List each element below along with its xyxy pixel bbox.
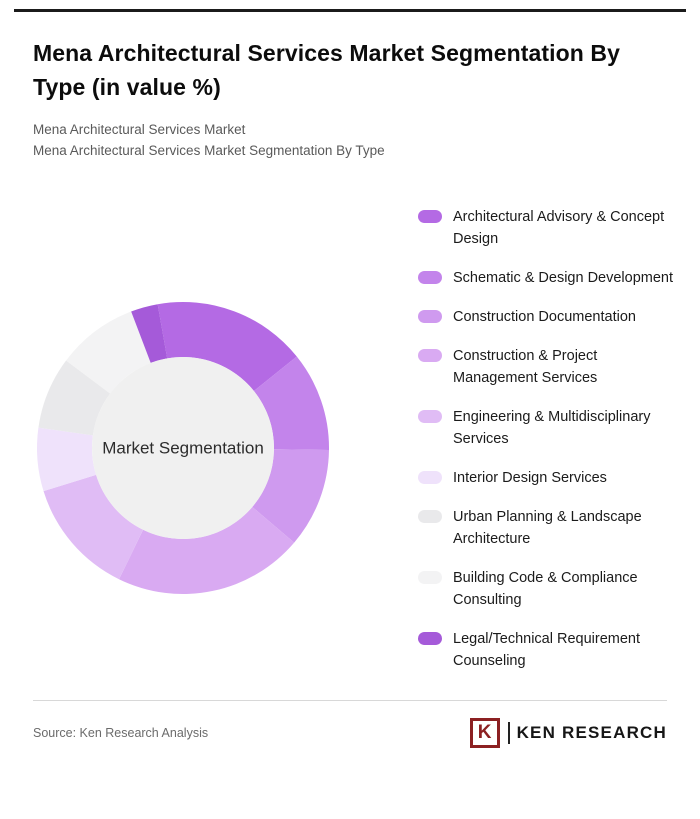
legend-item-label: Building Code & Compliance Consulting <box>453 569 638 608</box>
footer-divider <box>33 699 667 701</box>
legend-swatch <box>418 209 442 223</box>
donut-center-label: Market Segmentation <box>102 438 264 457</box>
legend-item: Architectural Advisory & Concept Design <box>418 206 685 250</box>
donut-segment <box>66 311 151 394</box>
legend-item: Urban Planning & Landscape Architecture <box>418 506 685 550</box>
brand-name: KEN RESEARCH <box>516 722 667 742</box>
legend-item: Interior Design Services <box>418 467 685 489</box>
chart-area: Market Segmentation Architectural Adviso… <box>33 206 673 672</box>
legend: Architectural Advisory & Concept Design S… <box>418 206 685 672</box>
top-rule <box>14 9 686 12</box>
legend-item-label: Architectural Advisory & Concept Design <box>453 208 665 247</box>
donut-chart: Market Segmentation <box>36 301 330 594</box>
legend-item: Construction Documentation <box>418 306 685 328</box>
donut-segment <box>119 506 295 594</box>
donut-chart-wrapper: Market Segmentation <box>33 298 333 603</box>
donut-center <box>92 356 274 539</box>
page-title: Mena Architectural Services Market Segme… <box>33 40 621 101</box>
donut-segment <box>43 474 144 579</box>
legend-item-label: Construction Documentation <box>453 308 636 325</box>
legend-item: Construction & Project Management Servic… <box>418 345 685 389</box>
donut-segment <box>252 448 329 543</box>
legend-item: Building Code & Compliance Consulting <box>418 567 685 611</box>
brand-k-box: K <box>469 717 500 748</box>
subtitle-line-2: Mena Architectural Services Market Segme… <box>33 143 385 159</box>
legend-item-label: Legal/Technical Requirement Counseling <box>453 630 640 669</box>
legend-swatch <box>418 409 442 423</box>
legend-item: Engineering & Multidisciplinary Services <box>418 406 685 450</box>
donut-segment <box>157 301 297 391</box>
donut-segments <box>36 301 330 594</box>
legend-item-label: Interior Design Services <box>453 469 607 486</box>
source-text: Source: Ken Research Analysis <box>33 725 209 740</box>
legend-swatch <box>418 631 442 645</box>
page-content: Mena Architectural Services Market Segme… <box>0 36 700 672</box>
subtitle-line-1: Mena Architectural Services Market <box>33 122 246 138</box>
legend-swatch <box>418 309 442 323</box>
legend-item-label: Construction & Project Management Servic… <box>453 347 598 386</box>
donut-segment <box>131 303 168 363</box>
legend-swatch <box>418 470 442 484</box>
brand-logo: K KEN RESEARCH <box>469 717 667 748</box>
legend-item: Legal/Technical Requirement Counseling <box>418 628 685 672</box>
legend-swatch <box>418 348 442 362</box>
legend-swatch <box>418 570 442 584</box>
brand-separator <box>507 721 510 744</box>
donut-segment <box>253 356 330 450</box>
subtitle-block: Mena Architectural Services Market Mena … <box>33 119 667 162</box>
footer: Source: Ken Research Analysis K KEN RESE… <box>0 717 700 748</box>
legend-swatch <box>418 270 442 284</box>
legend-item-label: Engineering & Multidisciplinary Services <box>453 408 651 447</box>
legend-swatch <box>418 509 442 523</box>
brand-k-letter: K <box>477 721 492 743</box>
legend-item-label: Schematic & Design Development <box>453 269 674 286</box>
legend-item-label: Urban Planning & Landscape Architecture <box>453 508 642 547</box>
donut-segment <box>36 427 97 491</box>
legend-item: Schematic & Design Development <box>418 267 685 289</box>
donut-segment <box>38 360 111 436</box>
